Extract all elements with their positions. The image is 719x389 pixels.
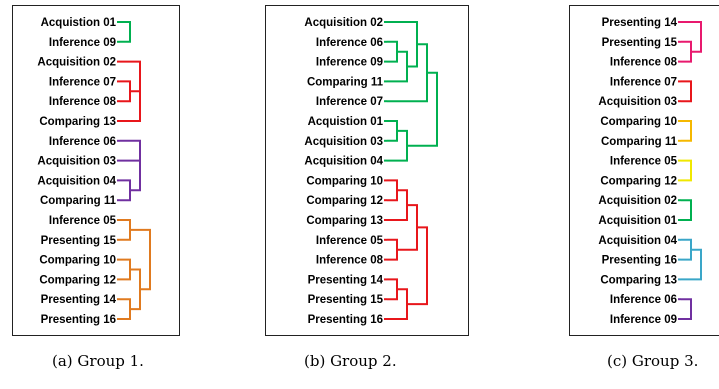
dendrogram-link xyxy=(681,120,692,142)
dendrogram-panel-group-3: Presenting 14 Presenting 15 Inference 08 In… xyxy=(569,5,719,341)
leaf-label: Acquisition 03 xyxy=(598,96,677,108)
dendrogram-link xyxy=(120,139,141,162)
leaf-label: Comparing 13 xyxy=(600,274,677,286)
dendrogram-link xyxy=(387,120,398,142)
leaf-label: Inference 07 xyxy=(49,76,116,88)
leaf-label: Inference 05 xyxy=(316,235,384,247)
dendrogram-link xyxy=(407,226,428,306)
leaf-label: Presenting 15 xyxy=(602,37,678,49)
dendrogram-link xyxy=(120,21,131,43)
leaf-label: Comparing 11 xyxy=(601,136,678,148)
leaf-label: Inference 08 xyxy=(610,57,678,69)
leaf-label: Comparing 13 xyxy=(39,116,116,128)
dendrogram-link xyxy=(387,21,418,68)
leaf-label: Acquistion 01 xyxy=(41,17,117,29)
dendrogram-link xyxy=(387,40,398,63)
panel-frame xyxy=(12,5,180,336)
leaf-label: Acquisition 04 xyxy=(37,175,116,187)
dendrogram-link xyxy=(120,179,131,202)
dendrogram-link xyxy=(130,268,141,311)
leaf-label: Inference 05 xyxy=(49,215,117,227)
dendrogram-link xyxy=(387,238,398,261)
dendrogram-link xyxy=(120,80,131,103)
dendrogram-link xyxy=(387,179,398,202)
panel-frame xyxy=(569,5,719,336)
leaf-label: Comparing 12 xyxy=(600,175,677,187)
leaf-label: Presenting 16 xyxy=(308,314,383,326)
leaf-label: Acquisition 02 xyxy=(598,195,677,207)
dendrogram-link xyxy=(120,76,141,122)
leaf-label: Inference 08 xyxy=(316,255,384,267)
dendrogram-link xyxy=(681,238,692,261)
panel-frame xyxy=(265,5,469,336)
caption-group-1: (a) Group 1. xyxy=(52,352,144,370)
leaf-label: Inference 08 xyxy=(49,96,117,108)
dendrogram-group-2: Acquisition 02 Inference 06 Inference 09 Co… xyxy=(265,5,469,336)
dendrogram-group-1: Acquistion 01 Inference 09 Acquisition 02 I… xyxy=(12,5,180,336)
dendrogram-link xyxy=(387,278,398,301)
leaf-label: Acquisition 02 xyxy=(37,57,116,69)
dendrogram-link xyxy=(681,21,702,53)
dendrogram-link xyxy=(681,159,692,182)
leaf-label: Comparing 11 xyxy=(40,195,117,207)
leaf-label: Inference 06 xyxy=(316,37,383,49)
dendrogram-link xyxy=(681,298,692,320)
dendrogram-link xyxy=(120,298,131,320)
leaf-label: Acquistion 01 xyxy=(308,116,384,128)
leaf-label: Inference 09 xyxy=(49,37,116,49)
leaf-label: Inference 06 xyxy=(49,136,116,148)
leaf-label: Acquisition 03 xyxy=(304,136,383,148)
dendrogram-link xyxy=(407,71,438,147)
leaf-label: Presenting 16 xyxy=(602,255,677,267)
leaf-label: Comparing 10 xyxy=(600,116,677,128)
leaf-label: Inference 06 xyxy=(610,294,677,306)
dendrogram-link xyxy=(681,199,692,221)
dendrogram-panel-group-2: Acquisition 02 Inference 06 Inference 09 Co… xyxy=(265,5,469,341)
leaf-label: Comparing 13 xyxy=(306,215,383,227)
dendrogram-panel-group-1: Acquistion 01 Inference 09 Acquisition 02 I… xyxy=(12,5,180,341)
leaf-label: Presenting 16 xyxy=(41,314,116,326)
dendrogram-link xyxy=(130,228,151,291)
leaf-label: Presenting 14 xyxy=(41,294,117,306)
leaf-label: Presenting 15 xyxy=(41,235,117,247)
leaf-label: Comparing 12 xyxy=(306,195,383,207)
leaf-label: Inference 07 xyxy=(610,76,677,88)
leaf-label: Inference 07 xyxy=(316,96,383,108)
dendrogram-link xyxy=(681,80,692,103)
leaf-label: Comparing 10 xyxy=(39,255,116,267)
caption-group-2: (b) Group 2. xyxy=(304,352,397,370)
leaf-label: Presenting 15 xyxy=(308,294,384,306)
leaf-label: Acquisition 04 xyxy=(598,235,677,247)
leaf-label: Acquisition 03 xyxy=(37,156,116,168)
leaf-label: Inference 05 xyxy=(610,156,678,168)
caption-group-3: (c) Group 3. xyxy=(607,352,699,370)
dendrogram-link xyxy=(681,248,702,281)
leaf-label: Inference 09 xyxy=(610,314,677,326)
dendrogram-group-3: Presenting 14 Presenting 15 Inference 08 In… xyxy=(569,5,719,336)
dendrogram-link xyxy=(120,258,131,281)
leaf-label: Presenting 14 xyxy=(602,17,678,29)
leaf-label: Comparing 11 xyxy=(307,76,384,88)
dendrogram-link xyxy=(130,150,141,192)
leaf-label: Acquisition 01 xyxy=(598,215,677,227)
leaf-label: Inference 09 xyxy=(316,57,383,69)
leaf-label: Presenting 14 xyxy=(308,274,384,286)
leaf-label: Comparing 10 xyxy=(306,175,383,187)
leaf-label: Comparing 12 xyxy=(39,274,116,286)
dendrogram-link xyxy=(120,219,131,241)
leaf-label: Acquisition 02 xyxy=(304,17,383,29)
leaf-label: Acquisition 04 xyxy=(304,156,383,168)
dendrogram-link xyxy=(681,40,692,63)
